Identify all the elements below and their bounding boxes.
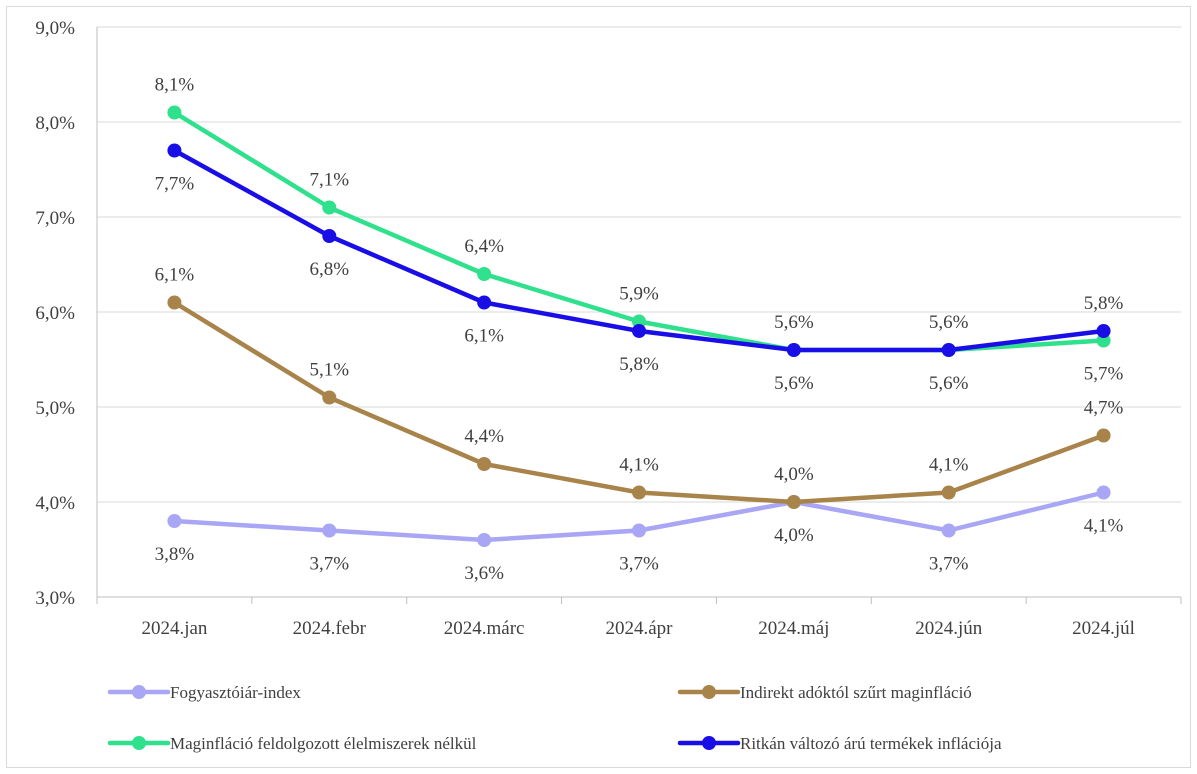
- x-tick-label: 2024.jan: [141, 618, 207, 639]
- data-label: 5,1%: [309, 360, 349, 381]
- data-label: 4,0%: [774, 525, 814, 546]
- data-label: 4,1%: [619, 455, 659, 476]
- x-tick-label: 2024.jún: [915, 618, 983, 639]
- data-point-marker: [632, 324, 646, 338]
- y-tick-label: 5,0%: [35, 398, 75, 419]
- legend-label-2: Indirekt adóktól szűrt maginfláció: [740, 683, 972, 702]
- data-point-marker: [322, 229, 337, 243]
- y-tick-label: 3,0%: [35, 588, 75, 609]
- series-lines: [167, 105, 1111, 547]
- data-point-marker: [322, 200, 337, 215]
- data-label: 5,8%: [1084, 293, 1124, 314]
- gridlines: [97, 26, 1181, 503]
- x-axis: 2024.jan 2024.febr 2024.márc 2024.ápr 2024.m…: [96, 596, 1182, 639]
- y-tick-label: 8,0%: [35, 113, 75, 134]
- data-point-marker: [167, 105, 182, 120]
- data-point-marker: [786, 495, 801, 509]
- data-label: 5,6%: [774, 312, 814, 333]
- data-label: 4,7%: [1084, 398, 1124, 419]
- data-label: 5,6%: [929, 373, 969, 394]
- data-label: 5,9%: [619, 284, 659, 305]
- legend-label-4: Ritkán változó árú termékek inflációja: [740, 734, 1002, 753]
- legend-marker-2: [702, 685, 716, 699]
- data-label: 5,6%: [929, 312, 969, 333]
- data-point-marker: [632, 485, 646, 500]
- x-tick-label: 2024.júl: [1072, 618, 1135, 639]
- data-label: 5,6%: [774, 373, 814, 394]
- data-point-marker: [477, 533, 492, 547]
- data-point-marker: [1096, 324, 1111, 338]
- legend-label-3: Maginfláció feldolgozott élelmiszerek né…: [170, 734, 477, 753]
- y-tick-label: 4,0%: [35, 493, 75, 514]
- data-point-marker: [477, 457, 492, 471]
- data-label: 3,6%: [464, 563, 504, 584]
- x-tick-label: 2024.ápr: [605, 618, 673, 639]
- data-label: 4,1%: [1084, 516, 1124, 537]
- data-point-marker: [1096, 428, 1111, 443]
- y-axis: 3,0% 4,0% 5,0% 6,0% 7,0% 8,0% 9,0%: [35, 18, 98, 609]
- legend-label-1: Fogyasztóiár-index: [170, 683, 301, 702]
- data-label: 3,7%: [929, 554, 969, 575]
- data-point-marker: [167, 295, 182, 310]
- data-label: 4,4%: [464, 426, 504, 447]
- data-point-marker: [322, 390, 337, 405]
- data-label: 3,8%: [155, 544, 195, 565]
- y-tick-label: 9,0%: [35, 18, 75, 39]
- legend-marker-3: [132, 736, 146, 750]
- data-label: 4,1%: [929, 455, 969, 476]
- data-label: 7,1%: [309, 170, 349, 191]
- data-point-marker: [322, 523, 337, 538]
- y-tick-label: 7,0%: [35, 208, 75, 229]
- data-point-marker: [477, 267, 492, 281]
- data-point-marker: [477, 295, 492, 310]
- data-label: 3,7%: [309, 554, 349, 575]
- y-tick-label: 6,0%: [35, 303, 75, 324]
- data-label: 3,7%: [619, 554, 659, 575]
- data-label: 5,8%: [619, 354, 659, 375]
- legend-marker-4: [702, 736, 716, 750]
- chart-frame: [6, 6, 1191, 768]
- data-label: 5,7%: [1084, 364, 1124, 385]
- data-point-marker: [941, 343, 956, 357]
- data-label: 6,8%: [309, 259, 349, 280]
- data-point-marker: [632, 523, 646, 538]
- data-point-marker: [167, 143, 182, 158]
- legend-marker-1: [132, 685, 146, 699]
- data-label: 6,4%: [464, 236, 504, 257]
- data-label: 8,1%: [155, 75, 195, 96]
- data-label: 6,1%: [155, 265, 195, 286]
- data-label: 4,0%: [774, 464, 814, 485]
- data-point-marker: [1096, 485, 1111, 500]
- data-label: 7,7%: [155, 174, 195, 195]
- data-point-marker: [786, 343, 801, 357]
- x-tick-label: 2024.márc: [444, 618, 525, 639]
- x-tick-label: 2024.máj: [758, 618, 829, 639]
- data-labels: 3,8% 3,7% 3,6% 3,7% 4,0% 3,7% 4,1% 6,1% 5,1% 4,4%…: [155, 75, 1124, 585]
- data-point-marker: [941, 485, 956, 500]
- data-point-marker: [167, 514, 182, 528]
- x-tick-label: 2024.febr: [293, 618, 367, 639]
- data-point-marker: [941, 523, 956, 538]
- legend: Fogyasztóiár-index Indirekt adóktól szűrt…: [107, 683, 1002, 753]
- data-label: 6,1%: [464, 326, 504, 347]
